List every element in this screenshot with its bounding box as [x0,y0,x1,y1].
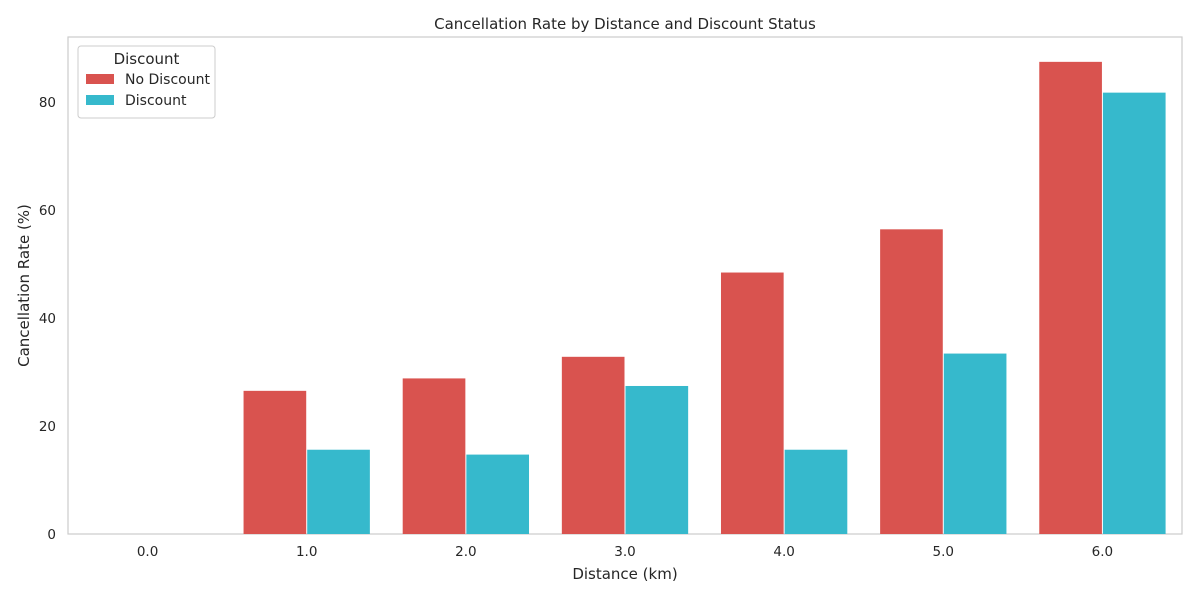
x-tick-label: 5.0 [933,544,954,560]
x-axis-label: Distance (km) [572,565,677,583]
y-ticks: 0 20 40 60 80 [39,95,56,543]
plot-frame [67,36,1183,535]
y-tick-label: 80 [39,95,56,111]
bar-no-discount-6 [1039,61,1102,534]
y-tick-label: 0 [47,527,56,543]
y-tick-label: 20 [39,419,56,435]
bar-discount-5 [943,353,1007,534]
x-tick-label: 1.0 [296,544,317,560]
y-axis-label: Cancellation Rate (%) [15,204,33,367]
y-tick-label: 60 [39,203,56,219]
bar-discount-2 [466,454,530,534]
legend-items: No Discount Discount [86,72,210,109]
bar-no-discount-3 [561,356,625,534]
bars [243,61,1166,535]
x-ticks: 0.0 1.0 2.0 3.0 4.0 5.0 6.0 [137,544,1113,560]
bar-discount-1 [307,449,370,534]
x-tick-label: 3.0 [614,544,635,560]
legend-swatch [86,95,114,105]
legend-label: No Discount [125,72,210,88]
legend-title: Discount [114,50,180,68]
bar-discount-3 [625,385,689,534]
bar-no-discount-4 [720,272,784,534]
x-tick-label: 4.0 [773,544,794,560]
bar-discount-4 [784,449,848,534]
bar-no-discount-2 [402,378,466,534]
bar-no-discount-5 [880,229,943,535]
bar-discount-6 [1102,92,1166,534]
chart-title: Cancellation Rate by Distance and Discou… [434,15,816,33]
x-tick-label: 6.0 [1092,544,1113,560]
x-tick-label: 2.0 [455,544,476,560]
legend: Discount No Discount Discount [77,45,216,119]
bar-no-discount-1 [243,390,307,534]
legend-label: Discount [125,93,187,109]
y-tick-label: 40 [39,311,56,327]
x-tick-label: 0.0 [137,544,158,560]
legend-swatch [86,74,114,84]
